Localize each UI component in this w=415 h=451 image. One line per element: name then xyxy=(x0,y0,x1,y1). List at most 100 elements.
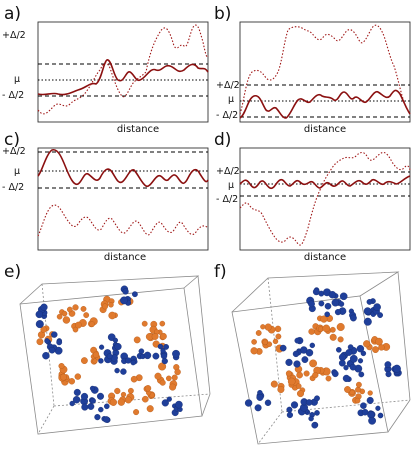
orange-sphere xyxy=(274,325,282,333)
orange-sphere xyxy=(108,311,116,320)
xlabel-a: distance xyxy=(116,124,160,135)
blue-sphere xyxy=(290,401,299,409)
orange-sphere xyxy=(61,310,68,317)
blue-sphere xyxy=(44,338,50,344)
orange-sphere xyxy=(120,391,127,398)
orange-sphere xyxy=(363,340,371,348)
blue-sphere xyxy=(244,399,253,407)
blue-sphere xyxy=(360,350,367,357)
ylabel-upper-b: +Δ/2 xyxy=(216,80,240,91)
blue-sphere xyxy=(293,360,301,368)
orange-sphere xyxy=(124,396,132,404)
blue-sphere xyxy=(324,311,330,318)
blue-sphere xyxy=(175,400,183,409)
orange-sphere xyxy=(272,338,279,345)
blue-sphere xyxy=(122,288,129,295)
blue-sphere xyxy=(81,403,89,411)
blue-sphere xyxy=(336,347,342,353)
xlabel-d: distance xyxy=(303,252,347,263)
blue-sphere xyxy=(347,344,354,350)
blue-sphere xyxy=(311,421,318,429)
blue-sphere xyxy=(358,371,365,378)
blue-sphere xyxy=(172,349,180,358)
orange-sphere xyxy=(171,374,178,381)
blue-sphere xyxy=(339,292,348,301)
blue-sphere xyxy=(286,406,293,413)
orange-sphere xyxy=(287,377,296,386)
ylabel-mu-b: μ xyxy=(228,94,235,105)
blue-sphere xyxy=(350,314,357,322)
blue-sphere xyxy=(377,312,384,318)
blue-sphere xyxy=(360,402,367,409)
blue-sphere xyxy=(56,339,63,346)
blue-sphere xyxy=(377,412,384,419)
orange-sphere xyxy=(108,302,114,308)
orange-sphere xyxy=(146,405,154,413)
blue-sphere xyxy=(42,351,50,360)
orange-sphere xyxy=(159,379,166,386)
blue-sphere xyxy=(161,357,168,365)
blue-sphere xyxy=(112,337,119,343)
orange-sphere xyxy=(130,375,138,383)
blue-sphere xyxy=(143,351,152,360)
blue-sphere xyxy=(366,396,374,404)
blue-sphere xyxy=(152,352,160,360)
blue-sphere xyxy=(332,370,339,378)
orange-sphere xyxy=(372,346,379,354)
orange-sphere xyxy=(296,390,304,398)
orange-sphere xyxy=(141,395,149,403)
ylabel-lower-d: - Δ/2 xyxy=(216,194,239,205)
orange-sphere xyxy=(141,320,148,327)
plot-d xyxy=(239,147,411,251)
orange-sphere xyxy=(250,347,258,355)
blue-sphere xyxy=(308,300,315,308)
blue-sphere xyxy=(264,399,272,407)
blue-sphere xyxy=(285,358,293,367)
blue-sphere xyxy=(338,353,347,361)
blue-sphere xyxy=(385,371,392,378)
blue-sphere xyxy=(345,349,353,356)
cube-e xyxy=(19,275,211,435)
orange-sphere xyxy=(322,324,331,333)
orange-sphere xyxy=(320,315,328,323)
blue-sphere xyxy=(338,301,345,307)
orange-sphere xyxy=(81,357,88,365)
orange-sphere xyxy=(317,326,324,332)
orange-sphere xyxy=(308,328,315,335)
orange-sphere xyxy=(83,312,90,318)
orange-sphere xyxy=(260,324,266,330)
orange-sphere xyxy=(337,336,344,343)
orange-sphere xyxy=(159,332,167,340)
orange-sphere xyxy=(375,337,383,346)
blue-sphere xyxy=(161,399,169,407)
orange-sphere xyxy=(264,323,272,331)
orange-sphere xyxy=(89,321,95,328)
plot-b xyxy=(239,21,411,123)
blue-sphere xyxy=(90,397,96,404)
orange-sphere xyxy=(329,333,337,341)
blue-sphere xyxy=(294,337,301,344)
orange-sphere xyxy=(60,373,67,381)
orange-sphere xyxy=(144,385,152,392)
panel-letter-b: b) xyxy=(214,4,232,24)
ylabel-mu-c: μ xyxy=(14,166,21,177)
orange-sphere xyxy=(101,303,108,310)
orange-sphere xyxy=(325,375,332,382)
ylabel-upper-a: +Δ/2 xyxy=(2,30,26,41)
blue-sphere xyxy=(104,403,110,410)
blue-sphere xyxy=(35,320,44,329)
orange-sphere xyxy=(62,316,71,324)
blue-sphere xyxy=(334,308,342,316)
blue-sphere xyxy=(331,298,340,307)
orange-sphere xyxy=(309,359,318,368)
blue-sphere xyxy=(69,400,75,407)
orange-sphere xyxy=(133,336,141,344)
blue-sphere xyxy=(114,342,122,351)
ylabel-lower-a: - Δ/2 xyxy=(2,90,25,101)
orange-sphere xyxy=(75,321,82,329)
orange-sphere xyxy=(114,387,121,395)
blue-sphere xyxy=(98,406,104,413)
panel-letter-e: e) xyxy=(4,262,22,282)
orange-sphere xyxy=(277,385,285,393)
blue-sphere xyxy=(305,399,313,406)
